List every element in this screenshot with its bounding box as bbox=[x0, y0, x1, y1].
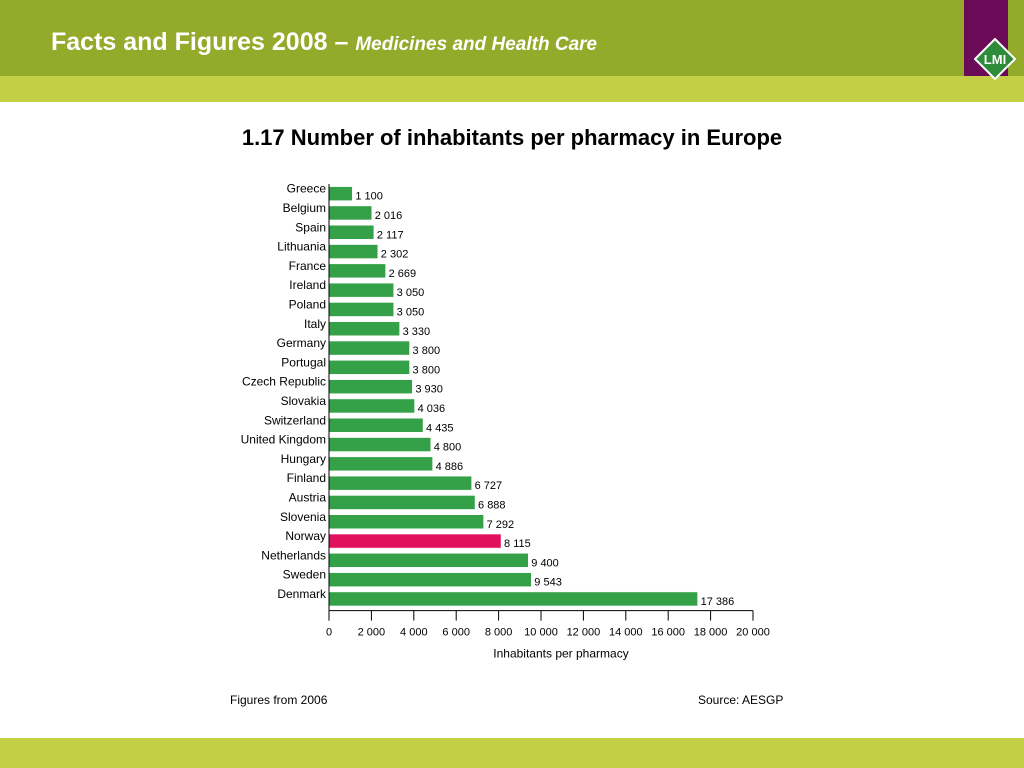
x-tick-label: 20 000 bbox=[736, 627, 770, 639]
x-tick-label: 14 000 bbox=[609, 627, 643, 639]
bar-germany bbox=[328, 340, 410, 356]
value-label: 9 400 bbox=[531, 557, 559, 569]
header-subtitle: Medicines and Health Care bbox=[355, 34, 598, 55]
lmi-logo: LMI bbox=[974, 38, 1016, 80]
category-label: Ireland bbox=[289, 278, 326, 292]
bar-belgium bbox=[328, 205, 372, 221]
bar-poland bbox=[328, 302, 394, 317]
category-label: Sweden bbox=[283, 568, 326, 582]
bar-netherlands bbox=[328, 553, 529, 568]
category-label: Poland bbox=[289, 297, 326, 311]
category-label: Slovakia bbox=[281, 394, 327, 408]
bar-switzerland bbox=[328, 418, 424, 433]
bar-norway bbox=[328, 533, 502, 549]
category-label: Denmark bbox=[277, 587, 327, 601]
logo-text: LMI bbox=[984, 52, 1006, 67]
bar-austria bbox=[328, 495, 476, 510]
value-label: 2 669 bbox=[389, 268, 417, 280]
bar-denmark bbox=[328, 591, 698, 607]
x-tick-label: 4 000 bbox=[400, 627, 428, 639]
category-label: Norway bbox=[285, 529, 326, 543]
value-label: 4 886 bbox=[436, 461, 464, 473]
value-label: 1 100 bbox=[355, 191, 383, 203]
header-title-text: Facts and Figures 2008 – bbox=[51, 28, 349, 56]
bar-ireland bbox=[328, 282, 394, 298]
category-label: Czech Republic bbox=[242, 375, 326, 389]
value-label: 2 016 bbox=[375, 210, 403, 222]
bar-united-kingdom bbox=[328, 437, 432, 452]
category-label: Greece bbox=[287, 182, 327, 196]
category-label: Slovenia bbox=[280, 510, 326, 524]
bar-spain bbox=[328, 225, 375, 240]
category-label: United Kingdom bbox=[241, 433, 326, 447]
x-tick-label: 10 000 bbox=[524, 627, 558, 639]
category-label: Spain bbox=[295, 220, 326, 234]
value-label: 3 050 bbox=[397, 306, 425, 318]
bar-hungary bbox=[328, 456, 433, 472]
value-label: 7 292 bbox=[487, 519, 515, 531]
source-note: Source: AESGP bbox=[698, 693, 784, 707]
category-label: Italy bbox=[304, 317, 326, 331]
header-stripe bbox=[0, 76, 1024, 102]
x-tick-label: 0 bbox=[326, 627, 332, 639]
value-label: 3 800 bbox=[413, 364, 441, 376]
bar-czech-republic bbox=[328, 379, 413, 394]
category-label: Finland bbox=[287, 471, 326, 485]
category-label: Hungary bbox=[281, 452, 326, 466]
x-tick-label: 18 000 bbox=[694, 627, 728, 639]
x-tick-label: 2 000 bbox=[358, 627, 386, 639]
value-label: 2 117 bbox=[377, 229, 404, 241]
value-label: 4 800 bbox=[434, 442, 462, 454]
value-label: 17 386 bbox=[701, 596, 735, 608]
bar-finland bbox=[328, 475, 472, 491]
category-label: Netherlands bbox=[261, 548, 326, 562]
category-label: Germany bbox=[277, 336, 326, 350]
header-bar bbox=[0, 0, 1024, 76]
bar-portugal bbox=[328, 360, 410, 375]
bar-lithuania bbox=[328, 244, 379, 259]
category-label: Lithuania bbox=[277, 240, 326, 254]
value-label: 3 330 bbox=[403, 326, 431, 338]
chart-title: 1.17 Number of inhabitants per pharmacy … bbox=[241, 125, 783, 150]
value-label: 2 302 bbox=[381, 249, 409, 261]
figures-note: Figures from 2006 bbox=[230, 693, 328, 707]
bar-slovakia bbox=[328, 398, 415, 414]
value-label: 6 888 bbox=[478, 499, 506, 511]
bar-chart: Greece 1 100 Belgium 2 016 Spain 2 117 Lithuan… bbox=[241, 182, 770, 661]
category-label: Austria bbox=[289, 490, 327, 504]
logo-diamond-shape bbox=[974, 38, 1016, 80]
x-tick-label: 6 000 bbox=[442, 627, 470, 639]
value-label: 3 800 bbox=[413, 345, 441, 357]
bar-italy bbox=[328, 321, 400, 336]
value-label: 3 050 bbox=[397, 287, 425, 299]
value-label: 4 435 bbox=[426, 422, 454, 434]
value-label: 8 115 bbox=[504, 538, 531, 550]
page-header-title: Facts and Figures 2008 – Medicines and H… bbox=[51, 28, 597, 57]
value-label: 9 543 bbox=[534, 577, 562, 589]
bar-slovenia bbox=[328, 514, 484, 529]
bar-greece bbox=[328, 186, 353, 201]
category-label: Belgium bbox=[283, 201, 326, 215]
value-label: 6 727 bbox=[475, 480, 503, 492]
bar-sweden bbox=[328, 572, 532, 587]
value-label: 3 930 bbox=[415, 384, 443, 396]
footer-bar bbox=[0, 738, 1024, 768]
x-axis-title: Inhabitants per pharmacy bbox=[493, 647, 628, 661]
category-label: Portugal bbox=[281, 355, 326, 369]
category-label: France bbox=[289, 259, 327, 273]
x-tick-label: 16 000 bbox=[651, 627, 685, 639]
x-tick-label: 12 000 bbox=[567, 627, 601, 639]
x-tick-label: 8 000 bbox=[485, 627, 513, 639]
category-label: Switzerland bbox=[264, 413, 326, 427]
bar-france bbox=[328, 263, 386, 279]
value-label: 4 036 bbox=[418, 403, 446, 415]
